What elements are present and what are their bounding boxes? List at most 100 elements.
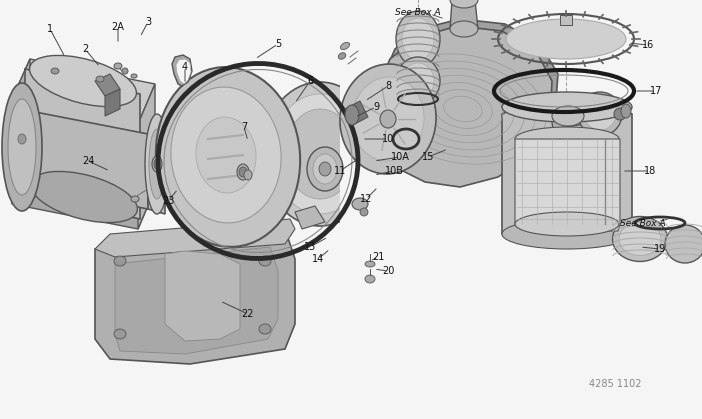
Ellipse shape (51, 68, 59, 74)
Ellipse shape (396, 57, 440, 105)
Ellipse shape (131, 74, 137, 78)
Ellipse shape (614, 108, 626, 120)
Ellipse shape (259, 256, 271, 266)
Text: 9: 9 (373, 102, 379, 112)
Text: 6: 6 (307, 76, 313, 86)
Ellipse shape (31, 171, 138, 222)
Polygon shape (378, 19, 558, 179)
Ellipse shape (450, 0, 478, 8)
Text: See Box A: See Box A (620, 218, 665, 228)
Polygon shape (450, 0, 478, 29)
Ellipse shape (578, 92, 622, 136)
Ellipse shape (114, 63, 122, 69)
Ellipse shape (345, 105, 359, 125)
Polygon shape (12, 164, 155, 229)
Ellipse shape (515, 212, 619, 236)
Text: 21: 21 (372, 252, 384, 262)
Ellipse shape (285, 109, 355, 199)
Ellipse shape (506, 19, 626, 59)
Ellipse shape (8, 99, 36, 195)
Text: 23: 23 (162, 196, 174, 206)
Text: See Box A: See Box A (395, 8, 441, 16)
Ellipse shape (122, 68, 128, 74)
Text: 4285 1102: 4285 1102 (589, 379, 641, 389)
Polygon shape (148, 114, 165, 214)
Polygon shape (95, 219, 295, 257)
Ellipse shape (552, 106, 584, 126)
Ellipse shape (131, 196, 139, 202)
Ellipse shape (244, 170, 252, 180)
Ellipse shape (18, 134, 26, 144)
Text: 24: 24 (82, 156, 94, 166)
Polygon shape (550, 104, 585, 129)
Ellipse shape (665, 225, 702, 263)
Polygon shape (95, 74, 120, 96)
Ellipse shape (96, 76, 104, 82)
Ellipse shape (340, 42, 350, 49)
Ellipse shape (584, 98, 616, 130)
Text: 8: 8 (385, 81, 391, 91)
Text: 2A: 2A (112, 22, 124, 32)
Ellipse shape (239, 167, 247, 177)
Ellipse shape (152, 156, 162, 172)
Polygon shape (176, 59, 191, 84)
Ellipse shape (145, 114, 169, 214)
Ellipse shape (237, 164, 249, 180)
Text: 7: 7 (241, 122, 247, 132)
Text: 12: 12 (360, 194, 372, 204)
Ellipse shape (360, 208, 368, 216)
Ellipse shape (502, 92, 632, 122)
Ellipse shape (619, 222, 661, 256)
Ellipse shape (402, 63, 434, 99)
Text: 4: 4 (182, 62, 188, 72)
Text: 10B: 10B (385, 166, 404, 176)
Ellipse shape (380, 110, 396, 128)
Polygon shape (374, 26, 552, 187)
Ellipse shape (613, 217, 668, 261)
Polygon shape (20, 109, 148, 209)
Ellipse shape (114, 256, 126, 266)
Polygon shape (295, 206, 325, 229)
Ellipse shape (502, 219, 632, 249)
Text: 16: 16 (642, 40, 654, 50)
Text: 2: 2 (82, 44, 88, 54)
Ellipse shape (196, 117, 256, 193)
Polygon shape (115, 247, 278, 354)
Polygon shape (515, 139, 620, 231)
Text: 18: 18 (644, 166, 656, 176)
Polygon shape (340, 64, 400, 244)
Ellipse shape (29, 55, 136, 106)
Ellipse shape (262, 82, 378, 226)
Polygon shape (25, 69, 140, 219)
Ellipse shape (319, 162, 331, 176)
Ellipse shape (352, 198, 368, 210)
Text: 3: 3 (145, 17, 151, 27)
Ellipse shape (450, 21, 478, 37)
Ellipse shape (259, 324, 271, 334)
Ellipse shape (154, 159, 160, 169)
Ellipse shape (313, 154, 337, 184)
Text: 11: 11 (334, 166, 346, 176)
Polygon shape (245, 144, 262, 162)
Polygon shape (560, 15, 572, 25)
Text: 1: 1 (47, 24, 53, 34)
Ellipse shape (365, 275, 375, 283)
Polygon shape (138, 84, 155, 229)
Ellipse shape (338, 53, 346, 59)
Ellipse shape (515, 127, 619, 151)
Polygon shape (12, 59, 155, 124)
Text: 10A: 10A (390, 152, 409, 162)
Text: 19: 19 (654, 244, 666, 254)
Ellipse shape (2, 83, 42, 211)
Polygon shape (165, 251, 240, 341)
Polygon shape (12, 59, 30, 204)
Text: 10: 10 (382, 134, 394, 144)
Ellipse shape (402, 18, 434, 60)
Polygon shape (345, 101, 368, 125)
Text: 17: 17 (650, 86, 662, 96)
Text: 5: 5 (275, 39, 281, 49)
Ellipse shape (114, 329, 126, 339)
Text: 15: 15 (422, 152, 435, 162)
Polygon shape (502, 107, 632, 241)
Text: 20: 20 (382, 266, 395, 276)
